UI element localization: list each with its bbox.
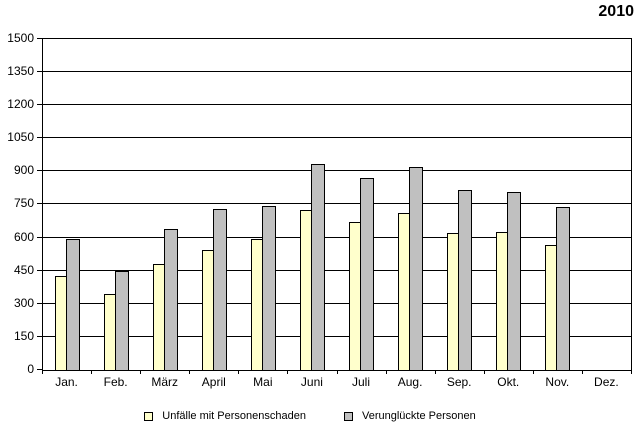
gridline xyxy=(43,270,631,271)
x-axis-tick xyxy=(337,370,338,374)
x-axis-label: Sep. xyxy=(446,375,472,389)
x-axis-tick xyxy=(189,370,190,374)
x-axis-label: Juni xyxy=(300,375,323,389)
bar-group xyxy=(239,39,288,370)
y-axis-label: 1500 xyxy=(7,31,34,45)
y-axis-tick xyxy=(37,137,42,138)
y-axis-label: 1200 xyxy=(7,97,34,111)
gridline xyxy=(43,203,631,204)
bar-group xyxy=(435,39,484,370)
x-axis-tick xyxy=(238,370,239,374)
bar-group xyxy=(190,39,239,370)
y-axis-tick xyxy=(37,303,42,304)
y-axis-label: 900 xyxy=(13,163,34,177)
y-axis-tick xyxy=(37,237,42,238)
bar-series-1 xyxy=(262,206,276,370)
bar-series-1 xyxy=(164,229,178,370)
y-axis-tick xyxy=(37,104,42,105)
legend-item: Verunglückte Personen xyxy=(343,410,476,422)
x-axis-label: Nov. xyxy=(545,375,570,389)
legend-item: Unfälle mit Personenschaden xyxy=(144,410,306,422)
bar-series-1 xyxy=(66,239,80,370)
legend-label: Verunglückte Personen xyxy=(361,410,476,422)
legend: Unfälle mit Personenschaden Verunglückte… xyxy=(0,410,620,422)
bar-series-1 xyxy=(458,190,472,370)
x-axis-label: Juli xyxy=(352,375,371,389)
y-axis-label: 1050 xyxy=(7,130,34,144)
bar-group xyxy=(582,39,631,370)
y-axis-tick xyxy=(37,170,42,171)
x-axis-tick xyxy=(140,370,141,374)
y-axis-tick xyxy=(37,336,42,337)
legend-marker-square-icon xyxy=(343,411,353,421)
x-axis-label: Dez. xyxy=(594,375,619,389)
y-axis-tick xyxy=(37,270,42,271)
x-axis-tick xyxy=(91,370,92,374)
bar-group xyxy=(288,39,337,370)
bar-series-1 xyxy=(556,207,570,370)
y-axis-tick xyxy=(37,203,42,204)
gridline xyxy=(43,137,631,138)
x-axis-label: Aug. xyxy=(397,375,423,389)
y-axis-label: 600 xyxy=(13,230,34,244)
gridline xyxy=(43,71,631,72)
plot-area xyxy=(42,38,632,371)
bar-group xyxy=(386,39,435,370)
x-axis-label: Feb. xyxy=(103,375,128,389)
y-axis-tick xyxy=(37,369,42,370)
bar-series-1 xyxy=(507,192,521,370)
bar-group xyxy=(484,39,533,370)
y-axis-label: 750 xyxy=(13,196,34,210)
gridline xyxy=(43,303,631,304)
x-axis-label: März xyxy=(151,375,179,389)
bar-group xyxy=(92,39,141,370)
gridline xyxy=(43,237,631,238)
bar-groups xyxy=(43,39,631,370)
chart-title: 2010 xyxy=(598,3,634,20)
y-axis-label: 300 xyxy=(13,296,34,310)
x-axis-tick xyxy=(631,370,632,374)
x-axis-tick xyxy=(42,370,43,374)
gridline xyxy=(43,336,631,337)
bar-group xyxy=(337,39,386,370)
bar-series-1 xyxy=(360,178,374,370)
x-axis-tick xyxy=(435,370,436,374)
x-axis-tick xyxy=(287,370,288,374)
gridline xyxy=(43,170,631,171)
x-axis-tick xyxy=(582,370,583,374)
bar-series-1 xyxy=(115,271,129,370)
y-axis-label: 450 xyxy=(13,263,34,277)
y-axis-label: 0 xyxy=(27,362,34,376)
x-axis-label: April xyxy=(201,375,226,389)
x-axis-tick xyxy=(386,370,387,374)
y-axis-tick xyxy=(37,38,42,39)
x-axis-label: Okt. xyxy=(497,375,520,389)
y-axis-label: 150 xyxy=(13,329,34,343)
legend-label: Unfälle mit Personenschaden xyxy=(162,410,306,422)
x-axis-label: Mai xyxy=(253,375,273,389)
x-axis-label: Jan. xyxy=(55,375,78,389)
gridline xyxy=(43,104,631,105)
bar-group xyxy=(43,39,92,370)
bar-group xyxy=(141,39,190,370)
x-axis-labels: Jan. Feb. März April Mai Juni Juli Aug. Sep. Okt.… xyxy=(42,375,631,389)
x-axis-tick xyxy=(533,370,534,374)
bar-series-1 xyxy=(213,209,227,370)
y-axis-tick xyxy=(37,71,42,72)
bar-series-1 xyxy=(311,164,325,370)
y-axis-label: 1350 xyxy=(7,64,34,78)
bar-group xyxy=(533,39,582,370)
bar-series-1 xyxy=(409,167,423,370)
x-axis-tick xyxy=(484,370,485,374)
legend-marker-square-icon xyxy=(144,411,154,421)
